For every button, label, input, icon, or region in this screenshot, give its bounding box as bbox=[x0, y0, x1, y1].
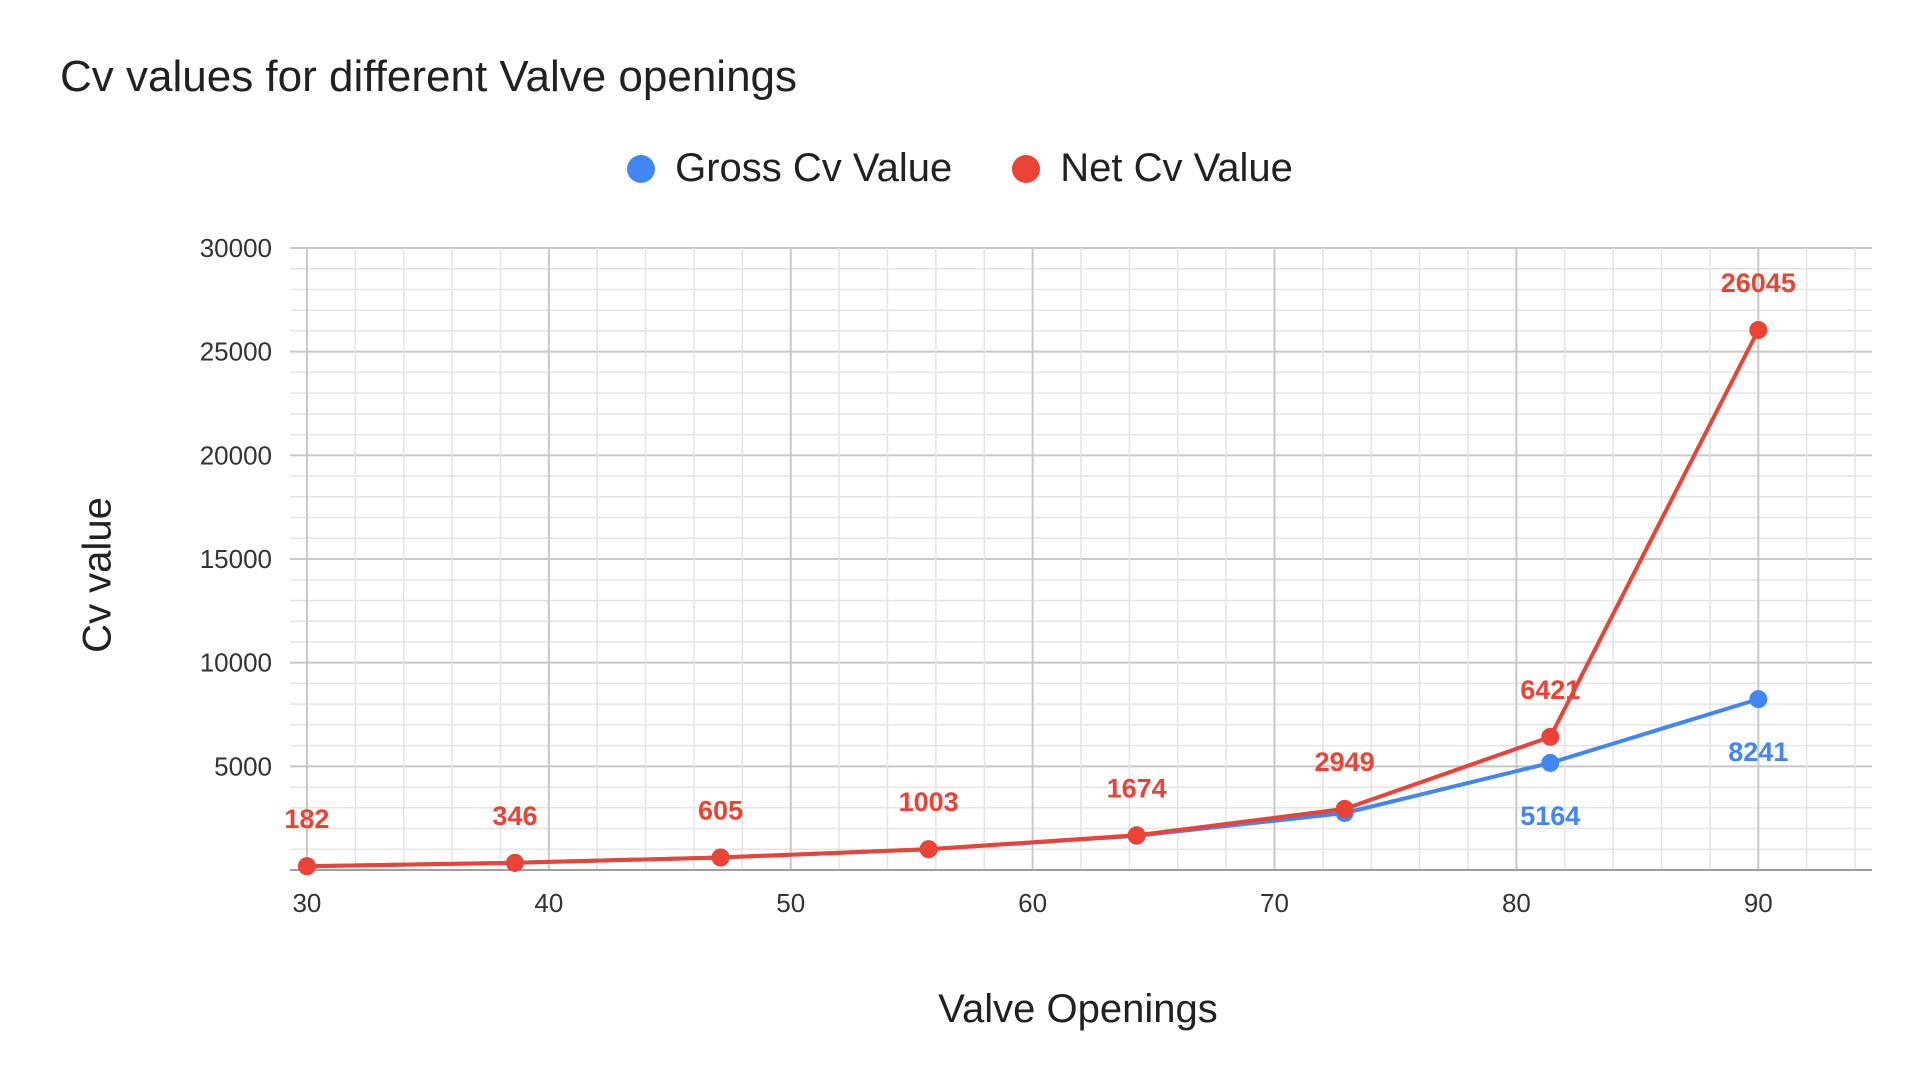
data-point-net bbox=[1335, 799, 1354, 818]
y-tick-label: 30000 bbox=[200, 233, 272, 263]
tick-labels: 5000 10000 15000 20000 25000 30000 30 40 50 60 70 8… bbox=[200, 233, 1773, 918]
legend-marker-gross bbox=[627, 154, 656, 183]
legend: Gross Cv Value Net Cv Value bbox=[0, 146, 1920, 191]
legend-item-net[interactable]: Net Cv Value bbox=[1012, 146, 1293, 191]
y-axis-title: Cv value bbox=[76, 497, 120, 653]
x-axis-title: Valve Openings bbox=[938, 987, 1217, 1031]
y-tick-label: 25000 bbox=[200, 337, 272, 367]
x-tick-label: 60 bbox=[1018, 888, 1047, 918]
grid bbox=[290, 247, 1872, 871]
data-label-net: 605 bbox=[698, 795, 743, 825]
legend-label-gross: Gross Cv Value bbox=[675, 146, 953, 190]
data-point-net bbox=[919, 840, 938, 859]
data-label-net: 26045 bbox=[1721, 268, 1796, 298]
data-label-net: 1003 bbox=[899, 787, 959, 817]
data-point-net bbox=[1127, 826, 1146, 845]
data-point-gross bbox=[1749, 690, 1768, 709]
y-tick-label: 5000 bbox=[214, 751, 272, 781]
series-line-net bbox=[306, 329, 1761, 869]
data-point-net bbox=[1541, 727, 1560, 746]
x-tick-label: 30 bbox=[292, 888, 321, 918]
data-label-net: 1674 bbox=[1107, 773, 1167, 803]
y-tick-label: 10000 bbox=[200, 648, 272, 678]
data-label-gross: 8241 bbox=[1728, 737, 1788, 767]
y-tick-label: 15000 bbox=[200, 544, 272, 574]
y-tick-label: 20000 bbox=[200, 440, 272, 470]
data-label-gross: 5164 bbox=[1520, 801, 1580, 831]
x-tick-label: 50 bbox=[776, 888, 805, 918]
x-tick-label: 80 bbox=[1502, 888, 1531, 918]
legend-marker-net bbox=[1012, 154, 1041, 183]
legend-item-gross[interactable]: Gross Cv Value bbox=[627, 146, 952, 191]
chart-title: Cv values for different Valve openings bbox=[60, 52, 798, 101]
x-tick-label: 70 bbox=[1260, 888, 1289, 918]
x-tick-label: 40 bbox=[534, 888, 563, 918]
data-label-net: 182 bbox=[284, 804, 329, 834]
data-label-net: 6421 bbox=[1520, 675, 1580, 705]
data-label-net: 2949 bbox=[1315, 747, 1375, 777]
data-point-gross bbox=[1541, 753, 1560, 772]
data-labels: 5164 8241 182 346 605 1003 1674 2949 6421 26045 bbox=[284, 268, 1795, 834]
data-label-net: 346 bbox=[492, 801, 537, 831]
series-points bbox=[297, 321, 1768, 876]
series-lines bbox=[306, 329, 1761, 869]
data-point-net bbox=[711, 848, 730, 867]
legend-label-net: Net Cv Value bbox=[1060, 146, 1293, 190]
data-point-net bbox=[1749, 321, 1768, 340]
x-tick-label: 90 bbox=[1744, 888, 1773, 918]
data-point-net bbox=[505, 853, 524, 872]
data-point-net bbox=[297, 857, 316, 876]
